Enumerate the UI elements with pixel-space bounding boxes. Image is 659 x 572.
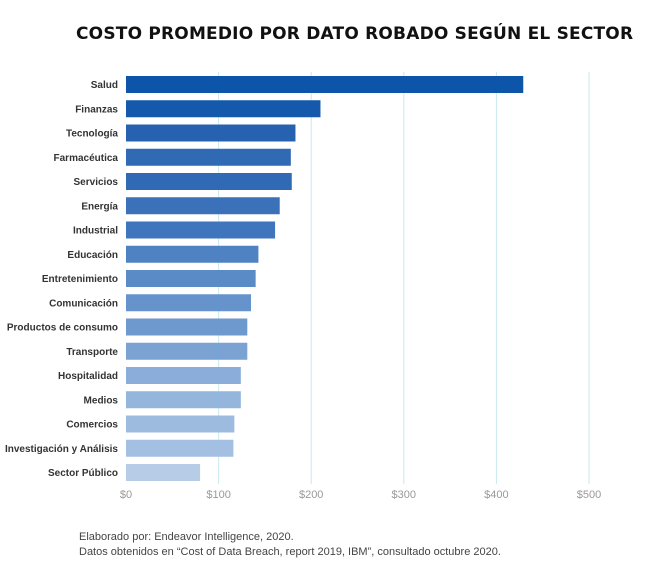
x-tick-label: $100 xyxy=(206,489,230,501)
bars xyxy=(126,76,524,481)
category-label: Comercios xyxy=(66,420,118,431)
category-label: Productos de consumo xyxy=(7,323,118,334)
x-tick-label: $0 xyxy=(120,489,132,501)
data-source-note: Datos obtenidos en “Cost of Data Breach,… xyxy=(79,546,501,558)
category-label: Servicios xyxy=(74,177,119,188)
category-label: Finanzas xyxy=(75,104,118,115)
category-label: Comunicación xyxy=(49,298,118,309)
bar xyxy=(126,270,256,287)
bar xyxy=(126,221,276,239)
x-tick-label: $200 xyxy=(299,489,323,501)
category-label: Energía xyxy=(81,201,118,212)
bar xyxy=(126,391,241,409)
category-label: Investigación y Análisis xyxy=(5,444,118,455)
bar xyxy=(126,464,201,481)
category-label: Farmacéutica xyxy=(54,153,119,164)
category-label: Sector Público xyxy=(48,468,118,479)
bar xyxy=(126,245,259,263)
category-label: Educación xyxy=(67,250,118,261)
bar xyxy=(126,342,248,360)
category-label: Hospitalidad xyxy=(58,371,118,382)
chart-title: COSTO PROMEDIO POR DATO ROBADO SEGÚN EL … xyxy=(76,24,634,44)
bar xyxy=(126,318,248,336)
x-tick-label: $400 xyxy=(484,489,508,501)
category-label: Salud xyxy=(91,80,118,91)
bar xyxy=(126,415,235,433)
bar xyxy=(126,439,234,457)
bar xyxy=(126,124,296,142)
category-label: Industrial xyxy=(73,226,118,237)
category-label: Entretenimiento xyxy=(42,274,118,285)
category-label: Transporte xyxy=(66,347,118,358)
x-axis-ticks: $0 $100 $200 $300 $400 $500 xyxy=(120,489,601,501)
bar xyxy=(126,100,321,118)
bar xyxy=(126,367,241,384)
bar xyxy=(126,294,252,312)
category-label: Tecnología xyxy=(66,129,118,140)
category-label: Medios xyxy=(84,395,119,406)
source-note: Elaborado por: Endeavor Intelligence, 20… xyxy=(79,531,294,543)
bar xyxy=(126,173,292,190)
x-tick-label: $300 xyxy=(392,489,416,501)
bar xyxy=(126,197,280,215)
bar xyxy=(126,148,291,166)
bar xyxy=(126,76,524,93)
x-tick-label: $500 xyxy=(577,489,601,501)
bar-chart: Salud Finanzas Tecnología Farmacéutica Servi… xyxy=(5,72,601,501)
category-labels: Salud Finanzas Tecnología Farmacéutica Servi… xyxy=(5,80,118,479)
